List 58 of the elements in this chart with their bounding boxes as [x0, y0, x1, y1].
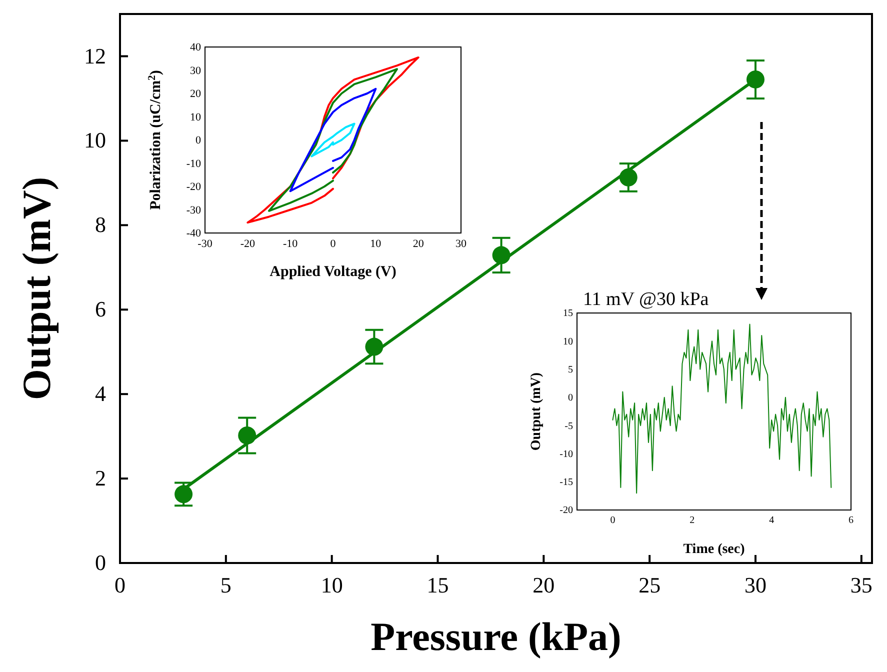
x-tick-label: 2 [690, 515, 695, 526]
y-tick-label: 0 [568, 392, 573, 404]
y-tick-label: 12 [84, 43, 106, 68]
y-tick-label: -40 [186, 228, 202, 240]
y-tick-label: -15 [560, 477, 573, 488]
x-tick-label: 30 [744, 572, 766, 598]
y-tick-label: 0 [95, 550, 106, 576]
x-tick-label: 30 [456, 238, 467, 250]
y-tick-label: 20 [190, 88, 202, 100]
y-tick-label: -20 [186, 181, 202, 194]
x-tick-label: 0 [610, 515, 616, 526]
y-tick-label: 30 [190, 64, 202, 77]
line-series [268, 68, 398, 212]
x-axis-title: Time (sec) [683, 542, 746, 557]
y-axis-title: Output (mV) [529, 372, 544, 451]
y-tick-label: 40 [190, 42, 202, 54]
point [238, 426, 256, 444]
point [365, 338, 384, 356]
point [174, 485, 193, 504]
x-tick-label: 35 [850, 572, 872, 598]
x-axis-title: Applied Voltage (V) [270, 264, 396, 280]
x-tick-label: 6 [848, 515, 854, 526]
x-tick-label: 20 [412, 238, 424, 250]
point [746, 70, 764, 88]
x-tick-label: 0 [330, 238, 336, 250]
x-tick-label: 15 [426, 572, 449, 598]
y-tick-label: -10 [560, 448, 573, 460]
x-tick-label: -20 [240, 238, 256, 250]
y-tick-label: 4 [95, 381, 106, 406]
line-series [310, 122, 356, 158]
point [619, 168, 638, 186]
y-tick-label: 10 [84, 128, 106, 153]
x-tick-label: 4 [769, 515, 774, 526]
chart-title: 11 mV @30 kPa [583, 289, 710, 310]
x-tick-label: 5 [220, 572, 232, 598]
x-tick-label: 10 [370, 238, 382, 250]
line-series [612, 324, 832, 494]
point [492, 246, 510, 264]
line-series [289, 88, 377, 192]
y-tick-label: 8 [95, 212, 106, 238]
y-tick-label: 10 [563, 336, 573, 348]
x-tick-label: 0 [114, 572, 126, 598]
x-axis-title: Pressure (kPa) [370, 614, 622, 659]
y-axis-title: Output (mV) [14, 176, 59, 400]
y-tick-label: -20 [560, 505, 573, 516]
x-tick-label: 20 [532, 572, 555, 598]
x-tick-label: 10 [320, 572, 343, 598]
y-tick-label: -5 [564, 420, 573, 432]
y-tick-label: 0 [196, 134, 202, 147]
y-tick-label: -10 [186, 158, 202, 170]
y-tick-label: 15 [563, 308, 573, 320]
y-tick-label: 5 [568, 364, 573, 376]
y-tick-label: 10 [190, 111, 202, 124]
x-tick-label: 25 [638, 572, 661, 598]
y-tick-label: -30 [186, 204, 202, 216]
x-tick-label: -10 [282, 238, 298, 250]
y-tick-label: 2 [95, 466, 106, 491]
y-tick-label: 6 [95, 296, 106, 322]
